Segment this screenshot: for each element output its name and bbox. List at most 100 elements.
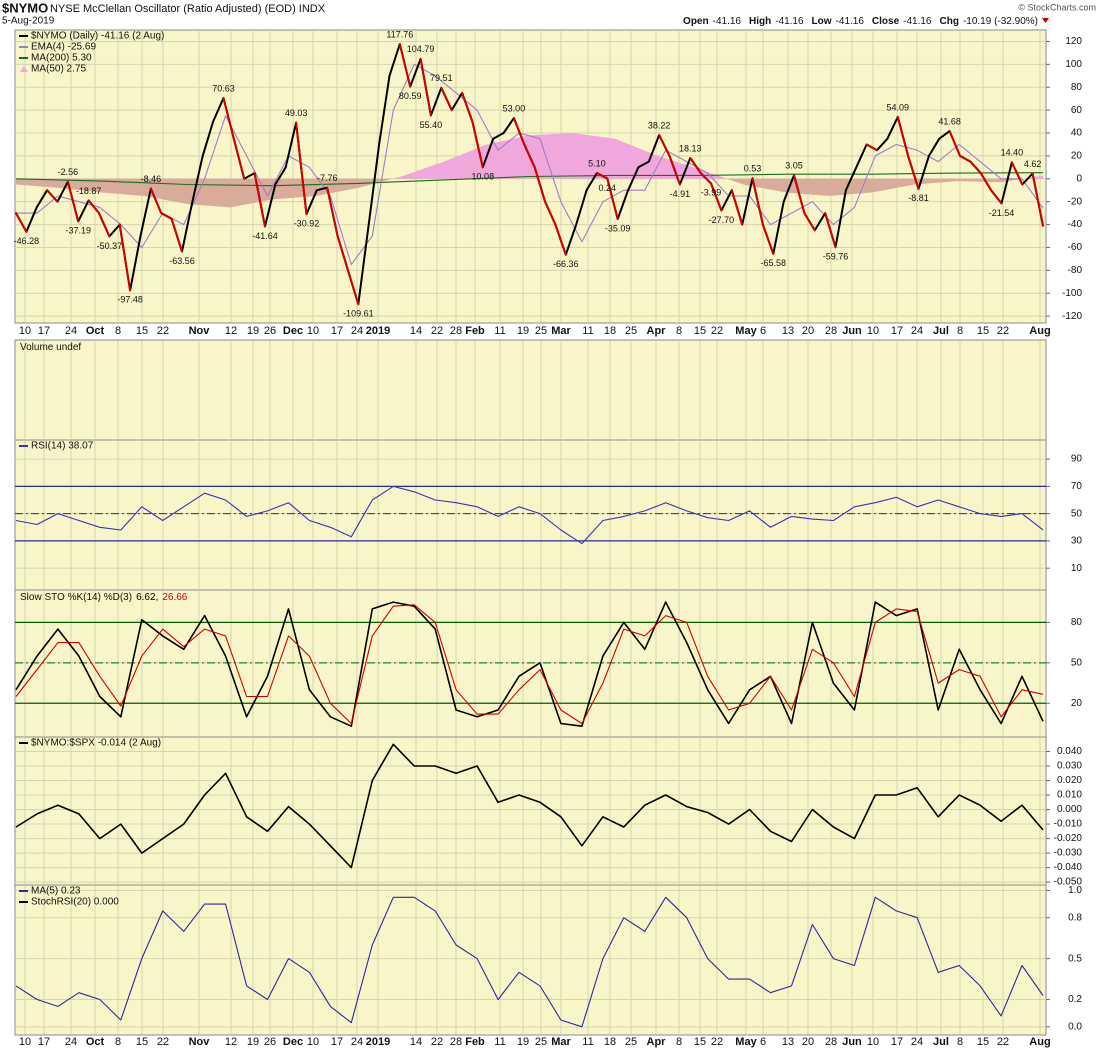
x-tick-label: Mar xyxy=(551,325,571,337)
series-line xyxy=(15,485,1044,545)
down-segment xyxy=(1010,161,1024,186)
value-label: 79.51 xyxy=(430,73,453,83)
y-tick-label: 50 xyxy=(1071,508,1083,519)
x-tick-label: 28 xyxy=(825,325,837,337)
x-tick-label: 10 xyxy=(19,325,31,337)
value-label: -4.91 xyxy=(670,189,691,199)
x-tick-label: 10 xyxy=(307,325,319,337)
x-tick-label: 8 xyxy=(957,325,963,337)
down-segment xyxy=(979,172,993,192)
down-segment xyxy=(398,43,412,88)
x-tick-label: 25 xyxy=(625,325,637,337)
x-tick-label: Jul xyxy=(933,1036,949,1048)
x-tick-label: Aug xyxy=(1029,1036,1050,1048)
value-label: -109.61 xyxy=(343,309,374,319)
y-tick-label: -0.040 xyxy=(1054,862,1083,873)
down-segment xyxy=(793,174,806,215)
down-segment xyxy=(606,177,619,220)
value-label: 4.62 xyxy=(1024,159,1042,169)
x-tick-label: 26 xyxy=(264,325,276,337)
series-line xyxy=(15,743,1044,869)
value-label: 104.79 xyxy=(407,44,435,54)
x-tick-label: Oct xyxy=(86,1036,105,1048)
y-tick-label: 30 xyxy=(1071,536,1083,547)
series-line xyxy=(16,63,1044,266)
x-tick-label: 28 xyxy=(450,1036,462,1048)
y-tick-label: -0.020 xyxy=(1054,833,1083,844)
down-segment xyxy=(461,91,474,123)
change-arrow xyxy=(1042,18,1049,23)
down-segment xyxy=(160,212,173,220)
x-tick-label: 17 xyxy=(38,325,50,337)
x-tick-label: Mar xyxy=(551,1036,571,1048)
x-tick-label: 12 xyxy=(225,325,237,337)
x-tick-label: Jun xyxy=(842,1036,862,1048)
x-tick-label: 17 xyxy=(331,1036,343,1048)
x-tick-label: 2019 xyxy=(366,325,390,337)
y-tick-label: 100 xyxy=(1065,59,1082,70)
x-tick-label: 20 xyxy=(802,1036,814,1048)
y-tick-label: -20 xyxy=(1068,196,1083,207)
x-tick-label: 22 xyxy=(711,1036,723,1048)
value-label: 54.09 xyxy=(887,102,910,112)
x-tick-label: 28 xyxy=(450,325,462,337)
down-segment xyxy=(419,57,432,117)
x-tick-label: 22 xyxy=(711,325,723,337)
down-segment xyxy=(440,86,453,112)
x-tick-label: 24 xyxy=(65,1036,77,1048)
value-label: -7.76 xyxy=(317,173,338,183)
down-segment xyxy=(87,199,100,215)
down-segment xyxy=(959,154,972,163)
x-tick-label: 25 xyxy=(535,325,547,337)
x-tick-label: 15 xyxy=(136,325,148,337)
down-segment xyxy=(46,189,59,203)
down-segment xyxy=(751,177,764,226)
panel-frame xyxy=(14,884,1047,1036)
x-tick-label: May xyxy=(735,1036,757,1048)
x-tick-label: 14 xyxy=(410,1036,422,1048)
x-tick-label: 19 xyxy=(247,325,259,337)
y-tick-label: -0.050 xyxy=(1054,877,1083,888)
down-segment xyxy=(1031,172,1044,227)
value-label: -30.92 xyxy=(294,219,320,229)
quote-label: Chg xyxy=(940,16,959,27)
panel-title-text: Volume undef xyxy=(20,342,81,353)
legend-entry: MA(200) 5.30 xyxy=(31,53,92,64)
x-tick-label: Feb xyxy=(465,325,485,337)
value-label: -37.19 xyxy=(65,226,91,236)
x-tick-label: Apr xyxy=(647,325,667,337)
x-tick-label: 15 xyxy=(977,325,989,337)
down-segment xyxy=(658,134,671,157)
x-tick-label: 13 xyxy=(782,325,794,337)
x-tick-label: 24 xyxy=(351,1036,363,1048)
down-segment xyxy=(730,189,744,226)
value-label: 117.76 xyxy=(386,29,413,39)
quote-value: -41.16 xyxy=(775,16,804,27)
down-segment xyxy=(336,235,349,272)
x-tick-label: 19 xyxy=(517,1036,529,1048)
down-segment xyxy=(803,212,816,232)
x-tick-label: 10 xyxy=(307,1036,319,1048)
value-label: 18.13 xyxy=(679,143,702,153)
quote-value: -41.16 xyxy=(713,16,742,27)
x-tick-label: 20 xyxy=(802,325,814,337)
legend-entry: 6.62, xyxy=(136,592,158,603)
x-tick-label: Apr xyxy=(647,1036,667,1048)
value-label: -41.64 xyxy=(252,231,278,241)
x-tick-label: Nov xyxy=(189,1036,211,1048)
x-tick-label: 17 xyxy=(891,325,903,337)
y-tick-label: -80 xyxy=(1068,265,1083,276)
x-tick-label: 13 xyxy=(782,1036,794,1048)
y-tick-label: 120 xyxy=(1065,36,1082,47)
value-label: 3.05 xyxy=(785,161,803,171)
panel-frame xyxy=(14,439,1047,591)
value-label: 38.22 xyxy=(648,120,671,130)
panel-frame xyxy=(14,736,1047,886)
y-tick-label: 50 xyxy=(1071,657,1083,668)
y-tick-label: 40 xyxy=(1071,128,1083,139)
y-tick-label: 90 xyxy=(1071,454,1083,465)
legend-entry: MA(50) 2.75 xyxy=(31,64,86,75)
down-segment xyxy=(66,180,80,223)
value-label: 55.40 xyxy=(420,120,443,130)
value-label: -3.99 xyxy=(701,188,722,198)
